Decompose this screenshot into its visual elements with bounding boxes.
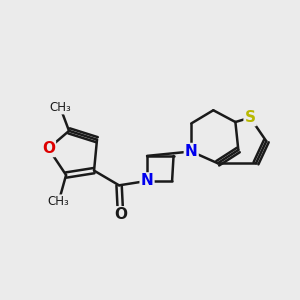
Text: O: O (42, 141, 55, 156)
Text: O: O (114, 207, 127, 222)
Text: N: N (141, 173, 153, 188)
Text: CH₃: CH₃ (49, 101, 71, 114)
Text: N: N (185, 144, 198, 159)
Text: S: S (244, 110, 256, 125)
Text: CH₃: CH₃ (48, 195, 70, 208)
